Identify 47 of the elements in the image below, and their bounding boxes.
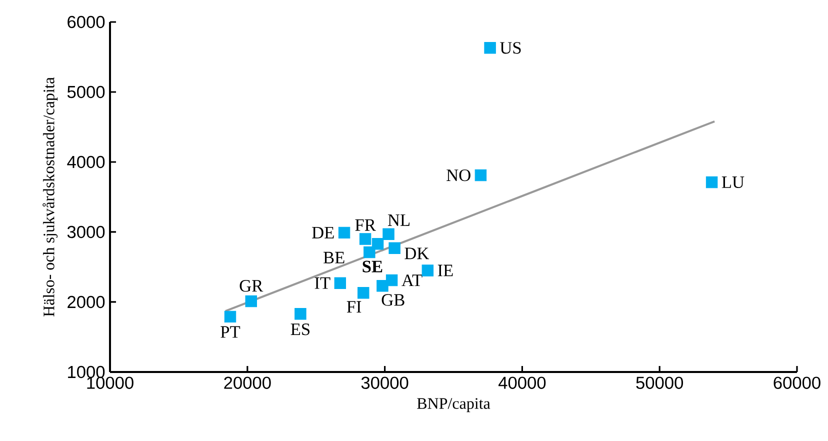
annotation: BE (324, 252, 344, 264)
x-tick-label: 60000 (774, 376, 820, 389)
y-axis-title: Hälso- och sjukvårdskostnader/capita (42, 77, 58, 316)
y-tick-label: 3000 (67, 226, 105, 238)
point (224, 310, 236, 323)
x-tick-label: 20000 (224, 376, 271, 389)
annotation: FR (355, 219, 376, 231)
y-tick-label: 2000 (68, 296, 105, 308)
point (474, 169, 487, 182)
x-tick-label: 30000 (361, 376, 408, 389)
y-tick-label: 4000 (67, 156, 105, 168)
x-tick-label: 50000 (636, 376, 684, 389)
annotation: ES (290, 323, 310, 336)
annotation: DE (312, 226, 334, 238)
y-tick-label: 6000 (68, 16, 105, 28)
point (706, 176, 718, 188)
annotation: IE (438, 264, 453, 276)
point (372, 238, 384, 250)
annotation: PT (220, 326, 240, 338)
y-tick-label: 5000 (67, 86, 105, 98)
point (359, 233, 372, 245)
point (294, 308, 306, 320)
annotation: SE (362, 260, 382, 272)
point (364, 246, 376, 258)
annotation: FI (346, 301, 362, 313)
x-tick-label: 40000 (498, 376, 546, 389)
annotation: NO (446, 169, 470, 182)
x-axis-title: BNP/capita (417, 398, 490, 412)
annotation: IT (314, 277, 330, 289)
annotation: AT (402, 274, 422, 286)
point (422, 264, 434, 276)
annotation: DK (404, 248, 430, 260)
point (245, 295, 257, 308)
point (338, 226, 350, 239)
point (376, 280, 388, 292)
annotation: NL (388, 214, 410, 226)
point (382, 228, 394, 240)
annotation: GB (382, 294, 404, 306)
annotation: LU (722, 176, 744, 188)
x-tick-label: 10000 (87, 376, 134, 389)
point (334, 277, 346, 289)
annotation: US (500, 42, 521, 54)
point (358, 287, 370, 299)
point (388, 242, 400, 254)
y-tick-label: 1000 (68, 366, 105, 378)
point (484, 42, 496, 54)
annotation: GR (240, 280, 264, 292)
